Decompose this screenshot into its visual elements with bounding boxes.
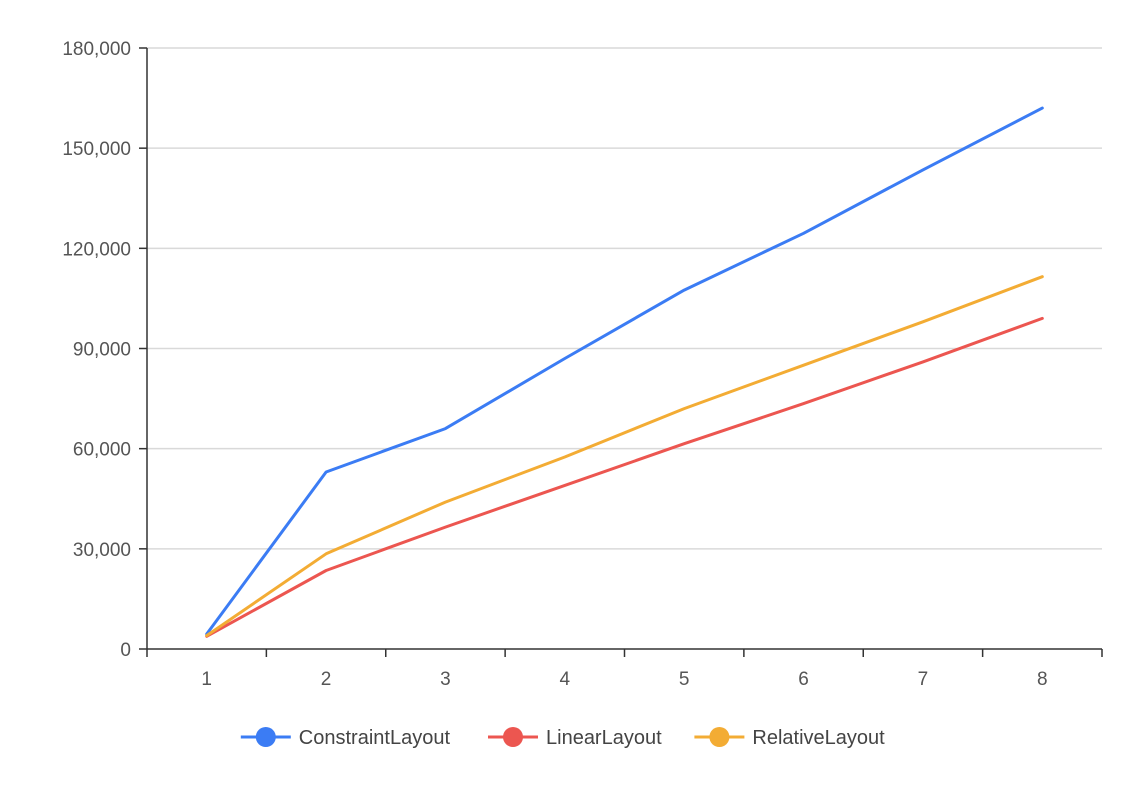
legend[interactable]: ConstraintLayout LinearLayout RelativeLayo… <box>240 727 885 749</box>
series-line-constraintlayout[interactable] <box>205 106 1044 636</box>
series-line-relativelayout[interactable] <box>205 275 1044 638</box>
legend-label: RelativeLayout <box>752 727 885 749</box>
x-tick-label: 8 <box>1037 669 1048 690</box>
series-line-linearlayout[interactable] <box>205 316 1044 638</box>
legend-item-constraintlayout[interactable]: ConstraintLayout <box>240 727 451 749</box>
x-tick-label: 6 <box>798 669 809 690</box>
legend-item-relativelayout[interactable]: RelativeLayout <box>694 727 885 749</box>
y-tick-label: 0 <box>120 640 131 661</box>
x-tick-label: 1 <box>201 669 212 690</box>
y-tick-label: 150,000 <box>62 139 131 160</box>
legend-swatch-marker <box>709 727 730 747</box>
y-tick-label: 120,000 <box>62 239 131 260</box>
legend-item-linearlayout[interactable]: LinearLayout <box>488 727 662 749</box>
x-tick-label: 3 <box>440 669 451 690</box>
y-tick-label: 180,000 <box>62 39 131 60</box>
legend-label: LinearLayout <box>546 727 662 749</box>
y-tick-label: 30,000 <box>73 540 131 561</box>
legend-swatch-marker <box>503 727 523 747</box>
x-tick-label: 4 <box>560 669 571 690</box>
grid-layer <box>147 47 1102 550</box>
x-tick-label: 2 <box>321 669 332 690</box>
x-tick-label: 5 <box>679 669 690 690</box>
series-layer <box>205 106 1044 638</box>
y-tick-label: 60,000 <box>73 440 131 461</box>
legend-label: ConstraintLayout <box>299 727 451 749</box>
legend-swatch-marker <box>255 727 276 747</box>
axis-layer: 0 30,000 60,000 90,000 120,000 150,000 180,000… <box>62 39 1103 690</box>
y-tick-label: 90,000 <box>73 340 131 361</box>
x-tick-label: 7 <box>918 669 929 690</box>
